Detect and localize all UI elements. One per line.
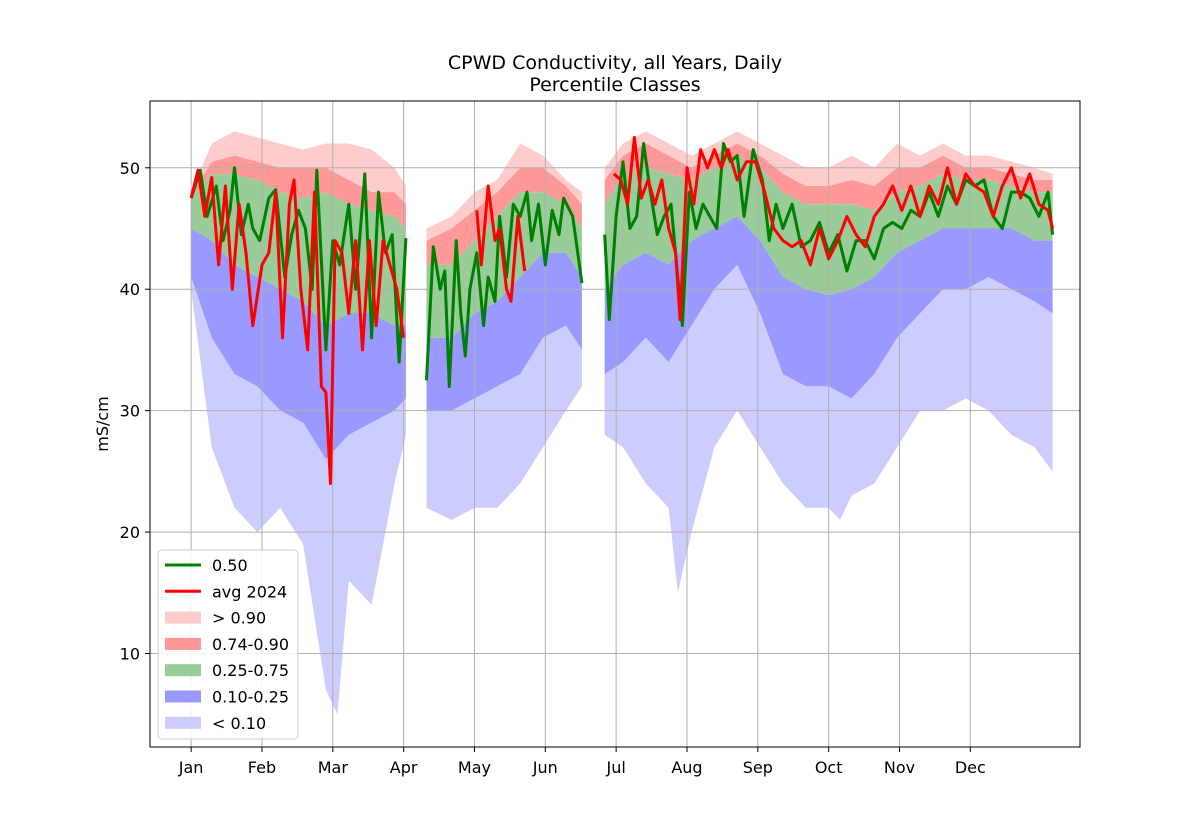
- legend-patch-swatch: [165, 637, 201, 650]
- x-tick-label: Jul: [605, 758, 625, 777]
- y-tick-label: 50: [120, 159, 140, 178]
- y-tick-label: 10: [120, 645, 140, 664]
- avg-2024-line: [612, 135, 1055, 322]
- chart-subtitle: Percentile Classes: [529, 74, 700, 96]
- y-tick-label: 30: [120, 402, 140, 421]
- chart-title: CPWD Conductivity, all Years, Daily: [448, 52, 782, 74]
- band-10-25: [191, 228, 406, 460]
- plot-frame: [149, 100, 1081, 748]
- x-tick-label: Nov: [884, 758, 915, 777]
- x-tick-label: Feb: [248, 758, 276, 777]
- median-line: [425, 190, 584, 388]
- x-tick-label: Aug: [671, 758, 702, 777]
- y-tick-label: 20: [120, 523, 140, 542]
- legend-label: > 0.90: [212, 609, 266, 628]
- legend-label: 0.25-0.75: [212, 661, 289, 680]
- legend-patch-swatch: [165, 611, 201, 624]
- x-tick-label: Jun: [532, 758, 558, 777]
- legend-label: < 0.10: [212, 714, 266, 733]
- x-tick-label: Mar: [318, 758, 349, 777]
- band-gt-90: [604, 131, 1053, 186]
- x-tick-label: Sep: [743, 758, 773, 777]
- legend-label: 0.74-0.90: [212, 635, 289, 654]
- legend-patch-swatch: [165, 716, 201, 729]
- y-axis-label: mS/cm: [93, 396, 112, 452]
- series-lines: [189, 135, 1055, 485]
- x-tick-label: Apr: [390, 758, 418, 777]
- x-axis: Jan Feb Mar Apr May Jun Jul Aug Sep Oct Nov Dec: [178, 747, 986, 777]
- x-tick-label: Oct: [815, 758, 843, 777]
- legend-label: avg 2024: [212, 582, 287, 601]
- band-74-90: [191, 155, 406, 229]
- band-74-90: [426, 167, 582, 265]
- x-tick-label: Jan: [178, 758, 204, 777]
- band-lt-10: [191, 277, 406, 715]
- band-74-90: [604, 143, 1053, 211]
- median-line: [189, 166, 408, 364]
- band-lt-10: [426, 325, 582, 520]
- x-tick-label: May: [458, 758, 491, 777]
- legend-patch-swatch: [165, 664, 201, 677]
- legend: 0.50 avg 2024 > 0.90 0.74-0.90 0.25-0.75 0.10…: [157, 549, 299, 740]
- legend-label: 0.50: [212, 556, 248, 575]
- avg-2024-line: [189, 168, 406, 485]
- y-tick-label: 40: [120, 280, 140, 299]
- band-10-25: [426, 252, 582, 411]
- y-axis: 10 20 30 40 50: [120, 159, 150, 664]
- avg-2024-line: [475, 184, 527, 303]
- legend-patch-swatch: [165, 690, 201, 703]
- legend-label: 0.10-0.25: [212, 688, 289, 707]
- x-tick-label: Dec: [955, 758, 986, 777]
- grid-lines: [150, 101, 1080, 747]
